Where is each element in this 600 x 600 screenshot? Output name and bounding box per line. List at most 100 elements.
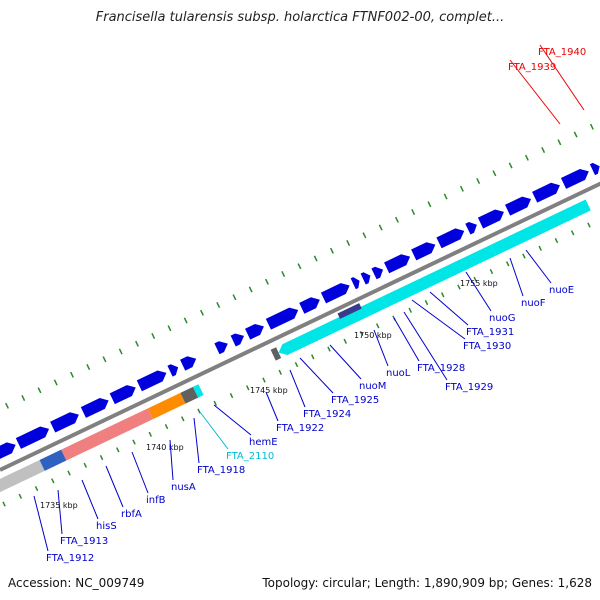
backbone-line [0,181,600,472]
scale-tick [343,338,347,344]
scale-tick [2,501,6,507]
map-title: Francisella tularensis subsp. holarctica… [95,10,505,25]
scale-tick [327,346,331,352]
cds-forward [180,356,197,371]
scale-tick [248,286,253,293]
scale-tick [183,317,188,324]
cds-forward [411,242,436,261]
cds-reverse [61,408,154,461]
cds-reverse [382,244,497,308]
scale-tick [18,493,23,499]
cds-forward [245,324,264,340]
scale-label: 1750 kbp [354,331,392,340]
gene-leader-line [131,451,149,494]
scale-tick [51,478,55,484]
scale-tick [294,362,299,368]
scale-tick [329,247,334,254]
gene-leader-line [539,44,585,111]
gene-leader-line [33,495,49,552]
scale-tick [554,238,559,244]
genome-summary: Topology: circular; Length: 1,890,909 bp… [262,576,592,590]
cds-forward [136,370,167,392]
gene-label: FTA_1929 [445,382,493,393]
scale-tick [232,294,237,301]
gene-leader-line [429,291,469,326]
gene-label: nuoG [489,313,516,324]
cds-forward [371,266,384,280]
scale-tick [589,123,594,130]
cds-forward [299,297,320,314]
scale-tick [313,255,318,262]
cds-reverse [0,460,45,493]
cds-reverse [147,392,186,420]
scale-tick [297,263,302,270]
cds-forward [167,364,179,377]
gene-label: FTA_1939 [508,62,556,73]
cds-forward [350,277,360,290]
cds-reverse [39,449,67,471]
gene-label: FTA_1924 [303,409,351,420]
scale-tick [86,363,91,371]
scale-tick [246,385,250,391]
cds-forward [477,209,504,229]
gene-label: FTA_1930 [463,341,511,352]
gene-leader-line [193,417,200,464]
scale-tick [102,356,107,363]
scale-tick [116,447,120,453]
scale-tick [524,154,529,161]
cds-reverse [192,384,204,398]
scale-tick [378,224,383,231]
scale-tick [411,208,416,216]
scale-tick [375,323,380,329]
scale-tick [394,216,399,223]
gene-leader-line [509,257,524,297]
scale-tick [99,454,104,461]
cds-forward [384,254,411,274]
gene-label: FTA_1928 [417,363,465,374]
cds-reverse [270,347,282,361]
scale-tick [213,400,218,406]
scale-tick [473,276,477,282]
scale-tick [424,300,429,306]
scale-tick [408,307,412,313]
cds-reverse [490,199,591,256]
cds-forward [109,385,136,405]
scale-tick [197,408,201,414]
scale-tick [37,387,42,394]
cds-forward [50,412,79,433]
scale-tick [492,170,497,177]
gene-label: nusA [171,482,196,493]
scale-tick [541,146,546,154]
scale-tick [346,239,351,247]
cds-forward [505,196,532,216]
gene-label: nuoE [549,285,574,296]
gene-leader-line [57,489,63,535]
scale-tick [476,177,481,185]
gene-label: FTA_2110 [226,451,274,462]
gene-label: nuoM [359,381,386,392]
cds-forward [436,228,465,249]
gene-leader-line [525,249,552,284]
cds-forward [0,442,16,459]
scale-tick [505,261,510,267]
scale-tick [587,222,591,228]
cds-forward [265,307,299,330]
scale-tick [359,331,364,337]
accession-label: Accession: NC_009749 [8,576,145,590]
gene-label: nuoL [386,368,411,379]
scale-tick [53,379,58,386]
scale-tick [459,185,464,192]
scale-tick [570,230,575,236]
scale-tick [264,278,269,285]
scale-tick [262,377,266,383]
scale-tick [21,394,26,402]
gene-label: hisS [96,521,117,532]
gene-leader-line [465,271,492,312]
gene-label: FTA_1940 [538,47,586,58]
scale-tick [5,402,9,409]
gene-leader-line [213,404,252,436]
gene-leader-line [373,329,389,367]
scale-tick [310,354,315,360]
scale-tick [34,485,39,492]
